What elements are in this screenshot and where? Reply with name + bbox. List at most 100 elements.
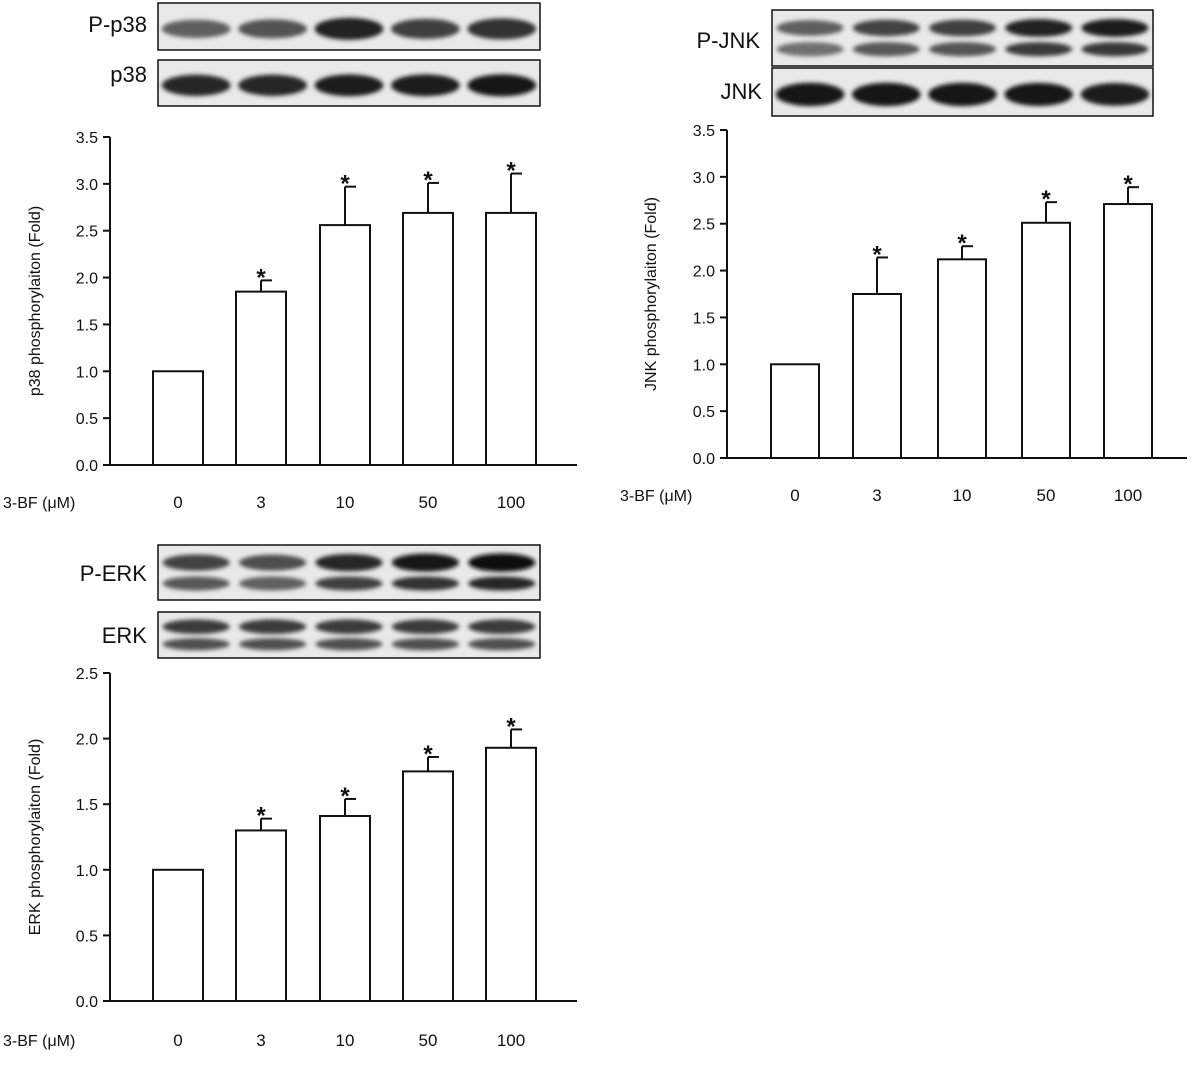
blot-label: P-ERK <box>80 561 148 586</box>
blot-band <box>162 554 230 571</box>
y-tick-label: 0.0 <box>693 451 715 468</box>
blot-band <box>928 42 997 57</box>
x-tick-label: 3 <box>872 486 881 505</box>
blot-band <box>391 553 460 572</box>
chart-panel-2: P-ERK ERK 0.0 0.5 1.0 1.5 2.0 2.5 ERK phosphoryl… <box>3 544 577 1050</box>
blot-band <box>468 553 536 572</box>
blot-band <box>238 19 307 39</box>
y-tick-label: 3.0 <box>76 177 98 194</box>
x-tick-label: 100 <box>1114 486 1142 505</box>
blot-label: P-p38 <box>88 12 147 37</box>
bar <box>1103 203 1153 459</box>
chart-panel-1: P-JNK JNK 0.0 0.5 1.0 1.5 2.0 2.5 3.0 3.5 JNK phos… <box>620 9 1187 505</box>
x-tick-label: 100 <box>497 1031 525 1050</box>
significance-marker: * <box>957 230 967 257</box>
y-tick-label: 0.5 <box>76 411 98 428</box>
blot-band <box>852 82 921 107</box>
blot-band <box>238 576 307 591</box>
blot-strip <box>157 59 541 107</box>
blot-strip <box>771 9 1154 67</box>
x-axis-title: 3-BF (μM) <box>620 488 692 505</box>
x-tick-label: 0 <box>790 486 799 505</box>
y-tick-label: 2.5 <box>76 666 98 683</box>
y-tick-label: 2.5 <box>693 217 715 234</box>
y-tick-label: 3.0 <box>693 170 715 187</box>
blot-label: P-JNK <box>696 28 760 53</box>
bar <box>1021 221 1071 459</box>
bar <box>402 770 454 1003</box>
significance-marker: * <box>340 171 350 198</box>
blot-strip <box>157 611 541 659</box>
x-tick-label: 10 <box>336 493 355 512</box>
x-axis-title: 3-BF (μM) <box>3 1033 75 1050</box>
blot-band <box>161 19 231 38</box>
significance-marker: * <box>506 158 516 185</box>
y-tick-label: 1.5 <box>76 797 98 814</box>
blot-band <box>468 638 536 651</box>
bar <box>319 224 371 466</box>
blot-band <box>775 82 845 107</box>
bar <box>770 363 820 459</box>
blot-strip <box>157 2 541 51</box>
blot-band <box>928 19 997 37</box>
blot-band <box>852 19 920 37</box>
x-tick-label: 10 <box>953 486 972 505</box>
significance-marker: * <box>423 741 433 768</box>
blot-band <box>162 576 230 591</box>
bar <box>485 211 537 466</box>
significance-marker: * <box>1041 186 1051 213</box>
blot-band <box>1005 19 1073 37</box>
blot-frame <box>771 9 1154 67</box>
y-axis-title: JNK phosphorylaiton (Fold) <box>643 197 660 391</box>
y-tick-label: 2.0 <box>693 264 715 281</box>
blot-band <box>852 42 920 57</box>
y-tick-label: 0.0 <box>76 458 98 475</box>
bar <box>937 258 987 459</box>
y-tick-label: 2.5 <box>76 224 98 241</box>
significance-marker: * <box>506 713 516 740</box>
y-tick-label: 0.0 <box>76 994 98 1011</box>
y-tick-label: 0.5 <box>76 928 98 945</box>
blot-band <box>1081 18 1149 37</box>
x-tick-label: 100 <box>497 493 525 512</box>
blot-band <box>315 638 383 651</box>
blot-band <box>391 619 460 635</box>
x-tick-label: 3 <box>256 493 265 512</box>
bar <box>852 293 902 459</box>
bar <box>152 370 204 466</box>
blot-band <box>468 619 536 635</box>
blot-band <box>238 74 307 96</box>
significance-marker: * <box>256 803 266 830</box>
x-tick-label: 3 <box>256 1031 265 1050</box>
y-axis-title: p38 phosphorylaiton (Fold) <box>27 206 44 396</box>
x-tick-label: 50 <box>419 1031 438 1050</box>
bar <box>235 829 287 1002</box>
blot-band <box>314 74 384 97</box>
chart-panel-0: P-p38 p38 0.0 0.5 1.0 1.5 2.0 2.5 3.0 3.5 p38 phos… <box>3 2 577 512</box>
bar <box>485 746 537 1002</box>
blot-band <box>162 619 230 635</box>
blot-band <box>162 638 230 651</box>
blot-band <box>238 638 307 651</box>
blot-band <box>1081 42 1149 57</box>
blot-band <box>161 74 231 96</box>
blot-band <box>928 82 997 107</box>
blot-band <box>467 18 537 40</box>
blot-band <box>238 554 307 571</box>
x-tick-label: 0 <box>173 493 182 512</box>
y-tick-label: 1.0 <box>693 357 715 374</box>
y-tick-label: 0.5 <box>693 404 715 421</box>
x-tick-label: 10 <box>336 1031 355 1050</box>
blot-label: p38 <box>110 62 147 87</box>
blot-band <box>776 42 844 57</box>
x-tick-label: 50 <box>419 493 438 512</box>
x-tick-label: 50 <box>1037 486 1056 505</box>
blot-strip <box>157 544 541 601</box>
y-tick-label: 3.5 <box>76 130 98 147</box>
blot-band <box>467 74 537 97</box>
significance-marker: * <box>872 241 882 268</box>
y-tick-label: 1.0 <box>76 364 98 381</box>
y-axis-title: ERK phosphorylaiton (Fold) <box>27 739 44 936</box>
blot-band <box>391 74 460 97</box>
bar <box>402 211 454 466</box>
